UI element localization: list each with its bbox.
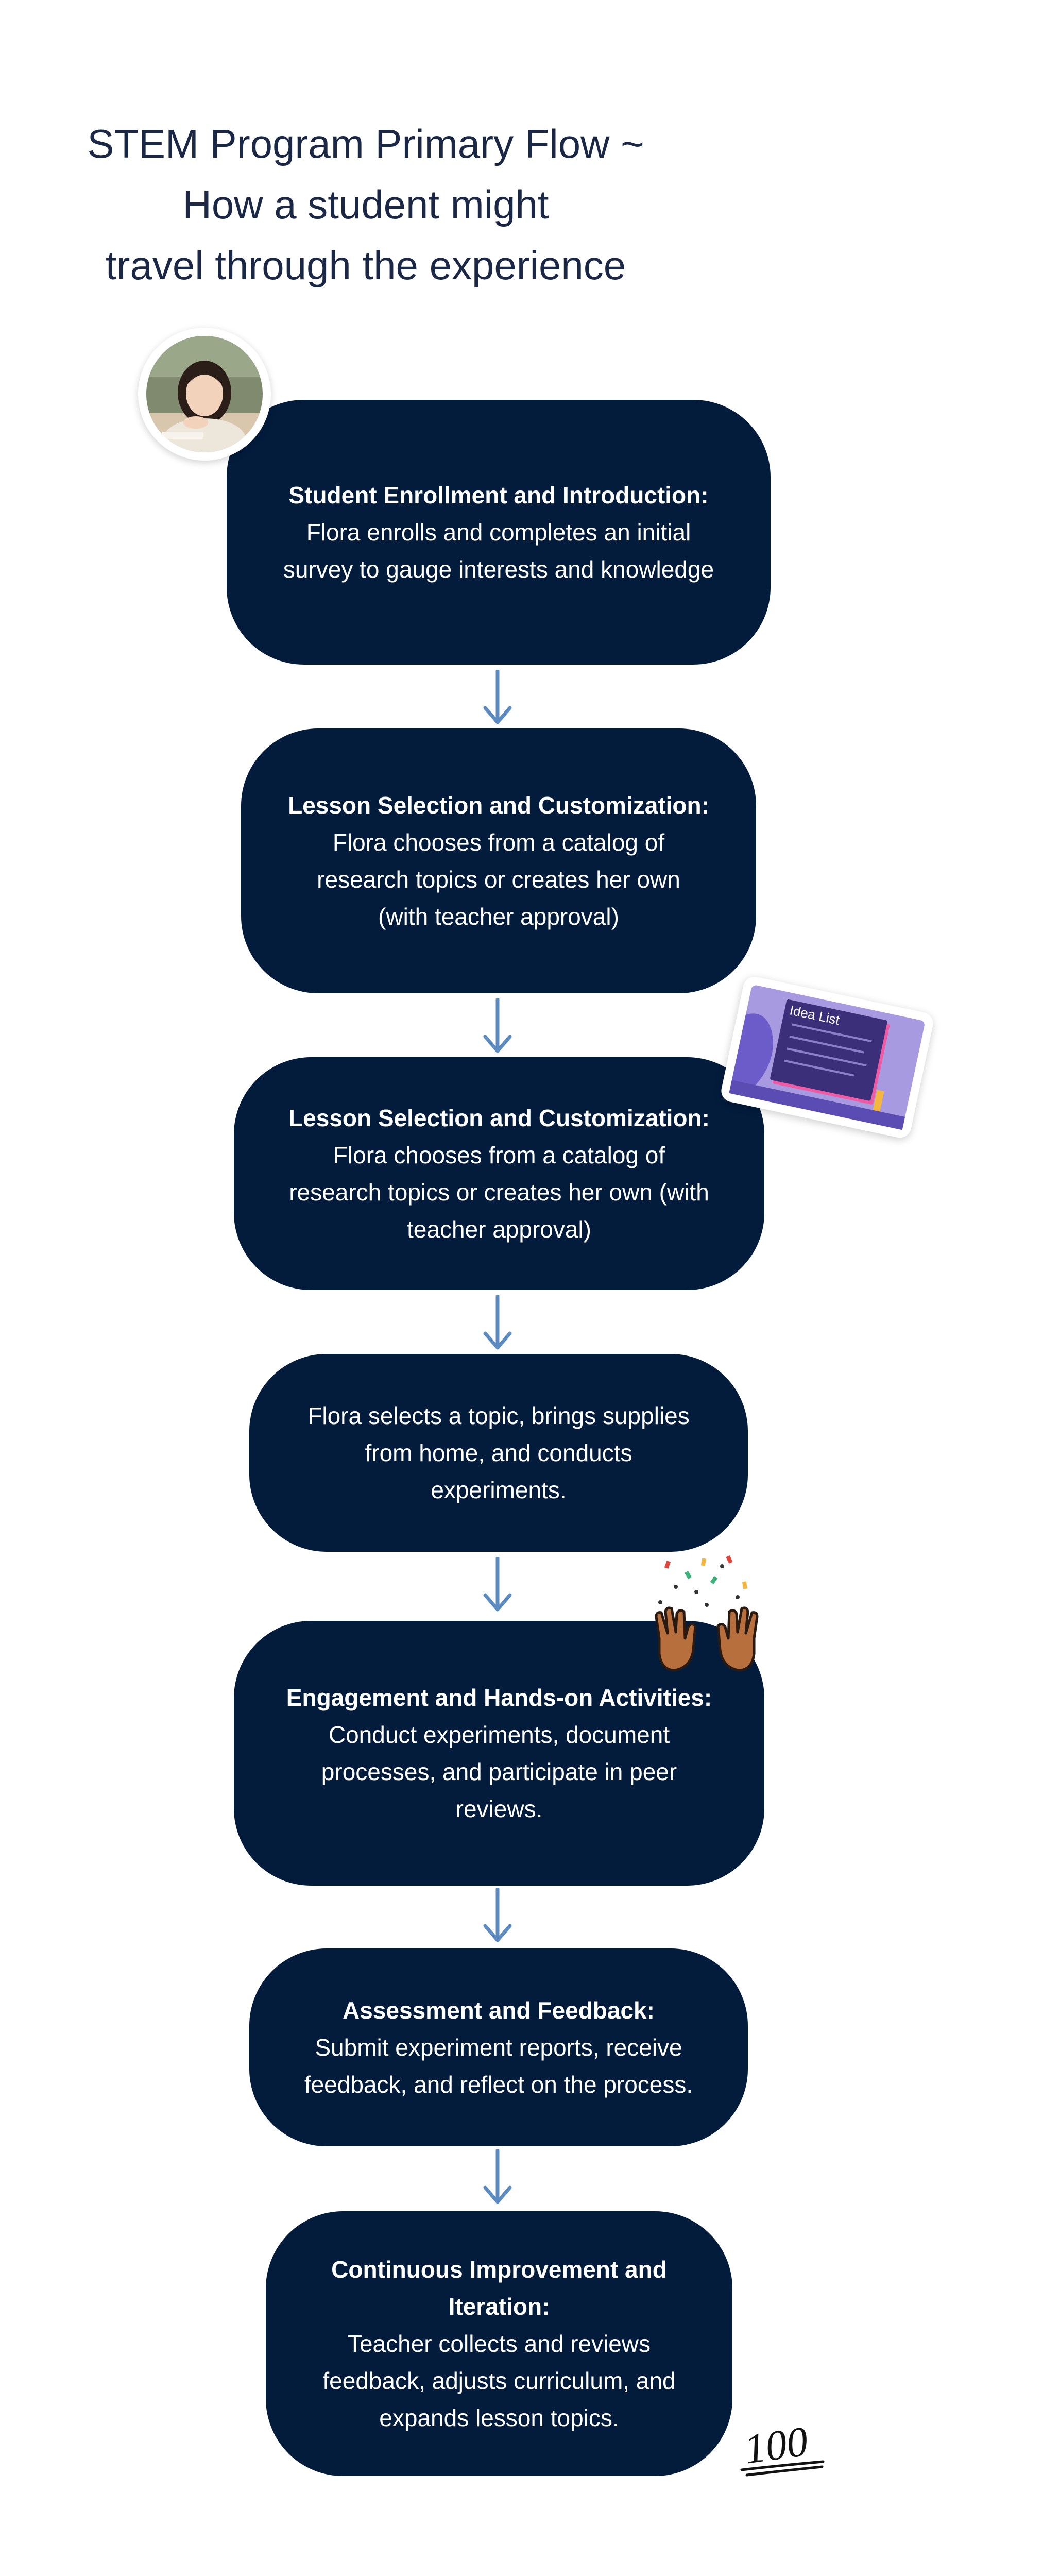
celebration-hands-icon bbox=[655, 1555, 759, 1672]
step-text-line: processes, and participate in peer bbox=[321, 1758, 677, 1785]
step-text-line: Teacher collects and reviews bbox=[347, 2330, 651, 2357]
step-text-line: survey to gauge interests and knowledge bbox=[283, 556, 714, 583]
step-enrollment: Student Enrollment and Introduction: Flo… bbox=[227, 400, 771, 665]
step-text-line: research topics or creates her own bbox=[317, 866, 680, 893]
step-lesson-selection: Lesson Selection and Customization: Flor… bbox=[241, 728, 756, 993]
step-heading: Assessment and Feedback: bbox=[343, 1997, 655, 2024]
hundred-points-icon: 100 bbox=[740, 2417, 825, 2477]
step-text-line: from home, and conducts bbox=[365, 1439, 632, 1466]
title-line-1: STEM Program Primary Flow ~ bbox=[87, 121, 644, 166]
idea-list-slide: Idea List bbox=[719, 974, 935, 1140]
down-arrow-icon bbox=[483, 1888, 512, 1942]
step-continuous-improvement: Continuous Improvement and Iteration: Te… bbox=[266, 2211, 732, 2476]
step-text-line: Flora chooses from a catalog of bbox=[333, 1142, 665, 1168]
step-text-line: Submit experiment reports, receive bbox=[315, 2034, 682, 2061]
title-line-2: How a student might bbox=[182, 182, 549, 227]
down-arrow-icon bbox=[483, 998, 512, 1053]
step-text-line: Flora enrolls and completes an initial bbox=[306, 519, 691, 546]
down-arrow-icon bbox=[483, 1295, 512, 1350]
step-text-line: feedback, adjusts curriculum, and bbox=[322, 2367, 676, 2394]
step-heading: Continuous Improvement and bbox=[331, 2256, 667, 2283]
step-text-line: teacher approval) bbox=[407, 1216, 591, 1243]
step-heading-continued: Iteration: bbox=[448, 2293, 550, 2320]
step-text-line: Flora chooses from a catalog of bbox=[332, 829, 665, 856]
student-avatar bbox=[138, 328, 271, 461]
step-text-line: (with teacher approval) bbox=[378, 903, 619, 930]
step-heading: Lesson Selection and Customization: bbox=[288, 1105, 710, 1131]
step-assessment: Assessment and Feedback: Submit experime… bbox=[249, 1948, 748, 2146]
step-text-line: Conduct experiments, document bbox=[328, 1721, 670, 1748]
page-title: STEM Program Primary Flow ~ How a studen… bbox=[5, 113, 726, 296]
down-arrow-icon bbox=[483, 2149, 512, 2204]
step-heading: Lesson Selection and Customization: bbox=[288, 792, 709, 819]
down-arrow-icon bbox=[483, 1557, 512, 1612]
step-heading: Engagement and Hands-on Activities: bbox=[286, 1684, 712, 1711]
down-arrow-icon bbox=[483, 670, 512, 724]
step-text-line: Flora selects a topic, brings supplies bbox=[307, 1402, 690, 1429]
step-text-line: expands lesson topics. bbox=[379, 2404, 619, 2431]
step-text-line: feedback, and reflect on the process. bbox=[304, 2071, 693, 2098]
student-photo bbox=[146, 336, 263, 452]
step-text-line: reviews. bbox=[455, 1795, 543, 1822]
step-heading: Student Enrollment and Introduction: bbox=[288, 482, 709, 509]
step-topic-experiments: Flora selects a topic, brings supplies f… bbox=[249, 1354, 748, 1552]
step-text-line: research topics or creates her own (with bbox=[289, 1179, 709, 1206]
step-text-line: experiments. bbox=[431, 1477, 567, 1503]
title-line-3: travel through the experience bbox=[105, 243, 626, 288]
step-lesson-customization: Lesson Selection and Customization: Flor… bbox=[234, 1057, 764, 1290]
